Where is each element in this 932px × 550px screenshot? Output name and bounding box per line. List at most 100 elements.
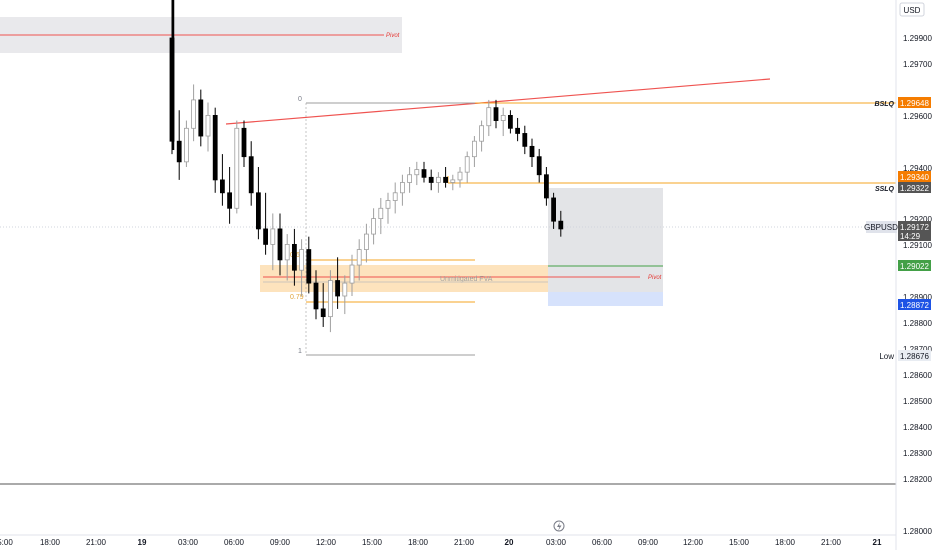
candle-body bbox=[500, 115, 506, 121]
symbol-label: GBPUSD bbox=[864, 223, 898, 232]
candle-body bbox=[255, 192, 261, 230]
y-tick-label: 1.28200 bbox=[903, 475, 932, 484]
price-tag-label: SSLQ bbox=[875, 186, 895, 193]
countdown-value: 14:29 bbox=[900, 232, 921, 241]
fva-label: Unmitigated FVA bbox=[440, 276, 493, 283]
candle-body bbox=[392, 192, 398, 201]
candle-body bbox=[320, 308, 326, 318]
x-tick-label: 12:00 bbox=[683, 538, 704, 547]
fib-label-1: 1 bbox=[298, 348, 302, 355]
candle-body bbox=[471, 140, 477, 158]
candle-body bbox=[212, 115, 218, 181]
x-tick-label: 15:00 bbox=[729, 538, 750, 547]
price-tag-label: Low bbox=[879, 352, 894, 361]
candle-body bbox=[349, 264, 355, 284]
candle-body bbox=[327, 280, 333, 318]
candle-body bbox=[536, 156, 542, 176]
price-tag bbox=[898, 350, 931, 361]
y-tick-label: 1.28900 bbox=[903, 293, 932, 302]
price-tag-value: 1.28676 bbox=[900, 352, 929, 361]
candle-body bbox=[378, 207, 384, 219]
y-tick-label: 1.28000 bbox=[903, 527, 932, 536]
price-tag-value: 1.28872 bbox=[900, 301, 929, 310]
candle-body bbox=[356, 249, 362, 266]
x-tick-label: 09:00 bbox=[638, 538, 659, 547]
candle-body bbox=[522, 133, 528, 147]
y-tick-label: 1.28400 bbox=[903, 423, 932, 432]
candle-body bbox=[234, 127, 240, 209]
x-tick-label: 09:00 bbox=[270, 538, 291, 547]
price-tag-value: 1.29022 bbox=[900, 262, 929, 271]
pivot-label-top: Pivot bbox=[386, 33, 400, 39]
x-tick-label: 15:00 bbox=[362, 538, 383, 547]
x-tick-label: 18:00 bbox=[775, 538, 796, 547]
price-tag bbox=[898, 171, 931, 182]
x-tick-label: 21:00 bbox=[821, 538, 842, 547]
x-tick-label: 18:00 bbox=[408, 538, 429, 547]
stop-zone bbox=[548, 292, 663, 306]
candle-body bbox=[371, 218, 377, 235]
lightning-icon-bolt bbox=[557, 522, 562, 531]
x-tick-label: 06:00 bbox=[592, 538, 613, 547]
y-tick-label: 1.29700 bbox=[903, 60, 932, 69]
y-tick-label: 1.28700 bbox=[903, 345, 932, 354]
current-price-value: 1.29172 bbox=[900, 223, 929, 232]
candle-body bbox=[270, 228, 276, 245]
fib-label-0: 0 bbox=[298, 96, 302, 103]
candle-body bbox=[284, 243, 290, 261]
currency-button[interactable] bbox=[899, 2, 925, 17]
x-tick-label: 21 bbox=[873, 538, 882, 547]
candle-body bbox=[428, 176, 434, 183]
price-axis[interactable] bbox=[896, 0, 932, 550]
price-tag-value: 1.29648 bbox=[900, 99, 929, 108]
candle-body bbox=[248, 156, 254, 194]
x-tick-label: 21:00 bbox=[454, 538, 475, 547]
candle-body bbox=[176, 140, 182, 163]
price-tag-label: BSLQ bbox=[875, 101, 895, 108]
candle-body bbox=[464, 156, 470, 173]
candle-body bbox=[335, 280, 341, 297]
candle-body bbox=[385, 200, 391, 209]
y-tick-label: 1.29400 bbox=[903, 164, 932, 173]
x-tick-label: 19 bbox=[138, 538, 147, 547]
y-tick-label: 1.29100 bbox=[903, 241, 932, 250]
candle-body bbox=[421, 169, 427, 178]
candle-body bbox=[205, 115, 211, 137]
y-tick-label: 1.29200 bbox=[903, 215, 932, 224]
candle-body bbox=[313, 282, 319, 310]
candle-body bbox=[529, 145, 535, 158]
candle-body bbox=[558, 220, 564, 230]
candle-body bbox=[219, 179, 225, 194]
candle-body bbox=[342, 282, 348, 297]
x-tick-label: 06:00 bbox=[224, 538, 245, 547]
candle-body bbox=[263, 228, 269, 245]
price-tag bbox=[898, 299, 931, 310]
y-tick-label: 1.28500 bbox=[903, 397, 932, 406]
price-tag-value: 1.29340 bbox=[900, 173, 929, 182]
candle-body bbox=[299, 249, 305, 271]
pivot-label-mid: Pivot bbox=[648, 275, 662, 281]
candle-body bbox=[515, 127, 520, 134]
candle-body bbox=[457, 171, 463, 181]
candle-body bbox=[277, 228, 283, 261]
candle-body bbox=[191, 99, 197, 129]
price-tag-value: 1.29322 bbox=[900, 184, 929, 193]
fib-label-062: 0.62 bbox=[290, 252, 304, 259]
y-tick-label: 1.29900 bbox=[903, 34, 932, 43]
candle-body bbox=[306, 249, 312, 284]
candle-body bbox=[399, 182, 405, 194]
candle-body bbox=[450, 179, 456, 183]
candle-body bbox=[227, 192, 233, 209]
candle-body bbox=[486, 107, 492, 127]
candle-body bbox=[241, 127, 247, 158]
y-tick-label: 1.28600 bbox=[903, 371, 932, 380]
price-tag bbox=[898, 97, 931, 108]
candle-body bbox=[169, 37, 175, 142]
candle-body bbox=[443, 176, 449, 183]
candle-body bbox=[291, 243, 297, 271]
x-tick-label: 18:00 bbox=[40, 538, 61, 547]
x-tick-label: 21:00 bbox=[86, 538, 107, 547]
candle-body bbox=[544, 174, 549, 199]
